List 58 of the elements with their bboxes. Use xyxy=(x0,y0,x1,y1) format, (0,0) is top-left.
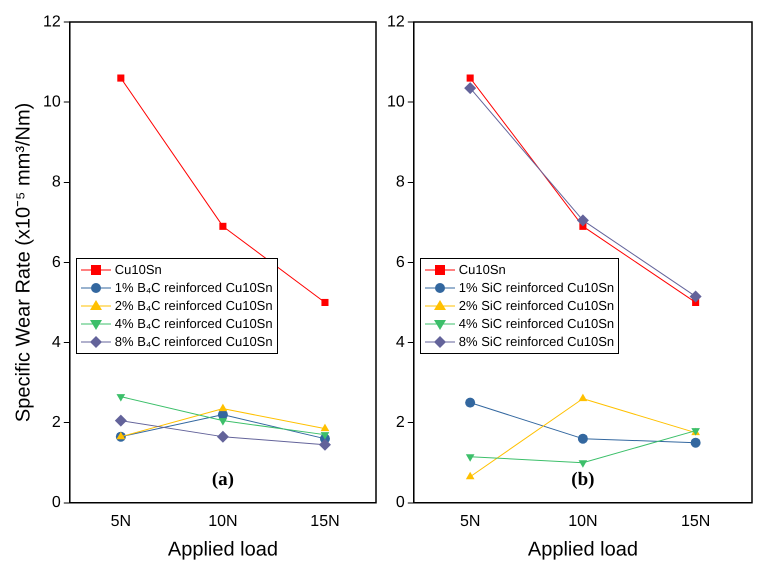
legend-label: 2% SiC reinforced Cu10Sn xyxy=(458,298,614,314)
y-tick-label: 8 xyxy=(396,174,405,191)
x-tick-label: 10N xyxy=(208,512,238,530)
annotation: (a) xyxy=(212,468,234,490)
y-tick-label: 12 xyxy=(43,13,61,30)
x-tick-label: 15N xyxy=(680,512,710,530)
y-tick-label: 2 xyxy=(396,414,405,432)
legend-label: 2% B₄C reinforced Cu10Sn xyxy=(114,298,273,314)
y-tick-label: 6 xyxy=(396,254,405,271)
legend-label: Cu10Sn xyxy=(114,262,162,278)
y-tick-label: 12 xyxy=(387,13,405,30)
legend-label: 1% SiC reinforced Cu10Sn xyxy=(458,280,614,296)
point xyxy=(218,418,228,426)
point xyxy=(690,438,701,448)
point xyxy=(578,394,588,402)
point xyxy=(576,214,589,226)
x-tick-label: 15N xyxy=(310,512,340,530)
point xyxy=(216,430,229,443)
point xyxy=(219,222,226,230)
legend-label: Cu10Sn xyxy=(458,262,506,278)
point xyxy=(321,298,328,306)
y-tick-label: 4 xyxy=(52,334,61,351)
legend-label: 4% SiC reinforced Cu10Sn xyxy=(458,316,614,332)
point xyxy=(318,438,331,451)
point xyxy=(578,460,588,468)
x-axis-title: Applied load xyxy=(528,538,638,561)
point xyxy=(117,74,124,82)
legend-label: 8% B₄C reinforced Cu10Sn xyxy=(114,334,273,350)
point xyxy=(218,404,228,412)
point xyxy=(466,74,474,82)
y-tick-label: 8 xyxy=(52,174,61,191)
point xyxy=(466,454,474,462)
x-tick-label: 5N xyxy=(110,512,132,530)
y-tick-label: 2 xyxy=(52,414,61,432)
annotation: (b) xyxy=(571,468,595,490)
legend-label: 1% B₄C reinforced Cu10Sn xyxy=(114,280,273,296)
point xyxy=(116,432,126,440)
x-tick-label: 10N xyxy=(568,512,598,530)
point xyxy=(320,424,330,432)
y-tick-label: 6 xyxy=(52,254,61,271)
y-axis-title: Specific Wear Rate (x10⁻⁵ mm³/Nm) xyxy=(12,102,35,422)
point xyxy=(320,432,330,440)
point xyxy=(114,414,127,427)
legend-label: 8% SiC reinforced Cu10Sn xyxy=(458,334,614,350)
y-tick-label: 10 xyxy=(387,94,405,111)
legend-label: 4% B₄C reinforced Cu10Sn xyxy=(114,316,273,332)
x-axis-title: Applied load xyxy=(168,538,278,561)
point xyxy=(116,394,126,402)
y-tick-label: 10 xyxy=(43,94,61,111)
y-tick-label: 0 xyxy=(396,494,405,512)
point xyxy=(466,472,474,480)
point xyxy=(578,434,588,444)
point xyxy=(465,398,476,408)
point xyxy=(690,290,702,302)
x-tick-label: 5N xyxy=(460,512,480,530)
y-tick-label: 0 xyxy=(52,494,61,512)
point xyxy=(464,82,476,94)
y-tick-label: 4 xyxy=(396,334,405,351)
